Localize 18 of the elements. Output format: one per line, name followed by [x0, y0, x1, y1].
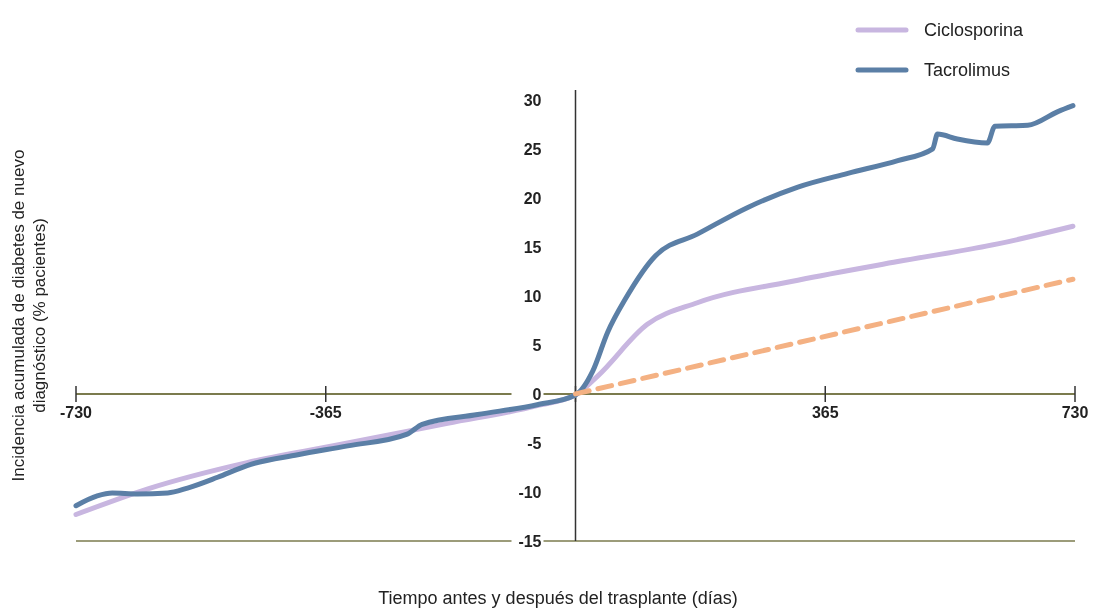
- y-tick-label: 20: [523, 189, 542, 207]
- y-tick-label: 0: [532, 385, 542, 403]
- y-tick-label: -10: [518, 483, 542, 501]
- y-tick-label: 25: [523, 140, 542, 158]
- x-axis-title: Tiempo antes y después del trasplante (días): [378, 588, 738, 608]
- y-tick-label: 15: [523, 238, 542, 256]
- y-tick-label: 5: [532, 336, 542, 354]
- legend-label: Ciclosporina: [924, 20, 1025, 40]
- y-axis-title: Incidencia acumulada de diabetes de nuevo diagnóstico (% pacientes): [9, 149, 49, 482]
- y-tick-label: -15: [518, 533, 542, 550]
- x-tick-label: 365: [811, 403, 839, 421]
- x-tick-label: 730: [1061, 403, 1089, 421]
- y-tick-label: 30: [523, 91, 542, 109]
- x-tick-label: -365: [309, 403, 342, 421]
- y-tick-label: 10: [523, 287, 542, 305]
- y-tick-label: -5: [527, 434, 542, 452]
- x-tick-label: -730: [59, 403, 93, 421]
- legend-label: Tacrolimus: [924, 60, 1011, 80]
